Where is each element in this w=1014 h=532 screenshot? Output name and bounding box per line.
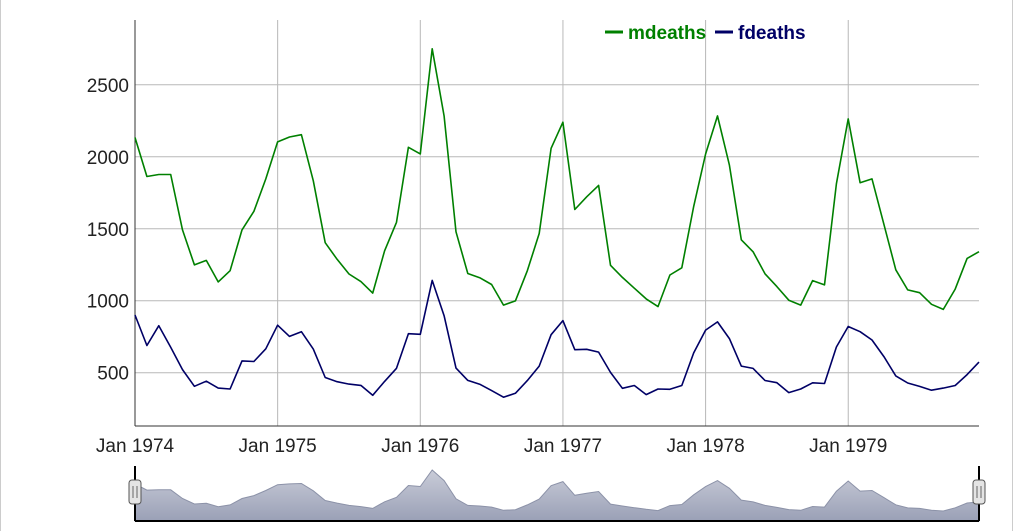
y-tick-label: 2500 [87, 76, 129, 97]
series-line-mdeaths [134, 47, 980, 311]
tick-labels: 500 1000 1500 2000 2500 Jan 1974 Jan 1975 Jan 1… [87, 76, 888, 457]
y-tick-label: 1000 [87, 292, 129, 313]
grid-lines [134, 20, 979, 426]
legend-label-mdeaths: mdeaths [628, 23, 706, 44]
y-tick-label: 500 [97, 364, 129, 385]
x-tick-label: Jan 1979 [809, 436, 887, 457]
y-tick-label: 2000 [87, 148, 129, 169]
legend: mdeaths fdeaths [605, 23, 806, 44]
series-lines [134, 47, 980, 399]
axes [134, 20, 979, 427]
x-tick-label: Jan 1978 [666, 436, 744, 457]
range-selector[interactable] [128, 466, 986, 522]
y-tick-label: 1500 [87, 220, 129, 241]
range-handle-right[interactable] [972, 479, 986, 505]
x-tick-label: Jan 1975 [239, 436, 317, 457]
x-tick-label: Jan 1977 [524, 436, 602, 457]
range-selector-area [134, 469, 980, 522]
series-line-fdeaths [134, 279, 980, 399]
legend-label-fdeaths: fdeaths [738, 23, 806, 44]
x-tick-label: Jan 1976 [381, 436, 459, 457]
range-handle-left[interactable] [128, 479, 142, 505]
x-tick-label: Jan 1974 [96, 436, 175, 457]
